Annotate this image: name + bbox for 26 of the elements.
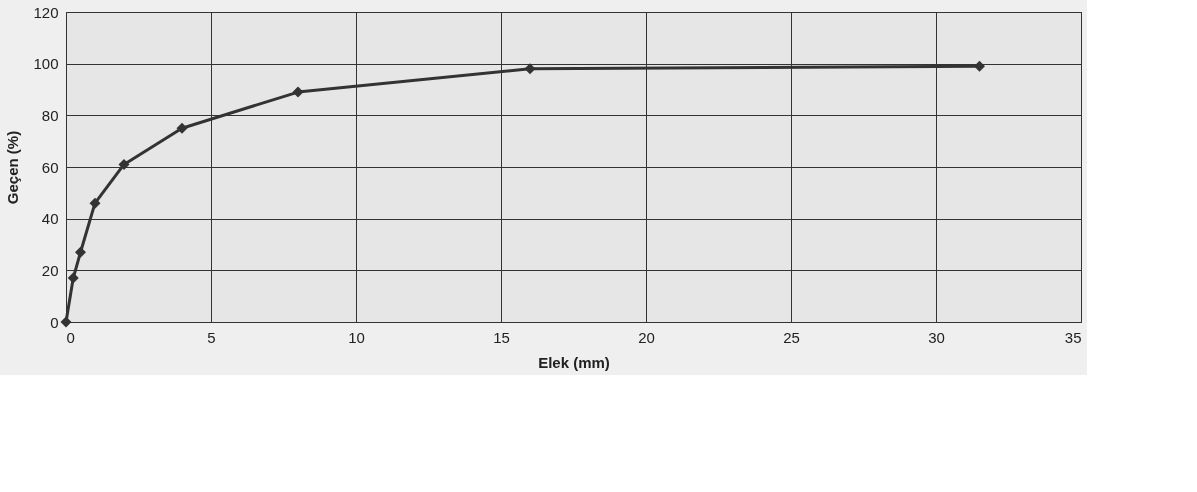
point <box>75 246 86 258</box>
y-tick-label: 100 <box>33 55 59 73</box>
x-tick-label: 30 <box>928 328 945 346</box>
y-tick-label: 20 <box>41 261 59 279</box>
x-tick-label: 5 <box>207 328 216 346</box>
point <box>67 272 79 284</box>
y-tick-label: 40 <box>41 210 59 228</box>
y-tick-label: 60 <box>41 158 59 176</box>
x-axis-title: Elek (mm) <box>538 353 610 371</box>
point <box>524 63 536 75</box>
y-tick-label: 0 <box>50 313 59 331</box>
point <box>60 316 72 328</box>
x-tick-label: 35 <box>1064 328 1082 346</box>
point <box>118 158 130 170</box>
point <box>974 60 985 72</box>
x-tick-label: 20 <box>638 328 655 346</box>
x-tick-label: 25 <box>783 328 800 346</box>
point <box>176 122 188 134</box>
y-tick-label: 80 <box>41 106 59 124</box>
point <box>89 197 101 209</box>
y-axis-title: Geçen (%) <box>4 130 22 205</box>
x-tick-label: 10 <box>348 328 365 346</box>
y-tick-label: 120 <box>33 3 59 21</box>
x-tick-label: 0 <box>66 328 75 346</box>
point <box>292 86 304 98</box>
x-tick-label: 15 <box>493 328 510 346</box>
